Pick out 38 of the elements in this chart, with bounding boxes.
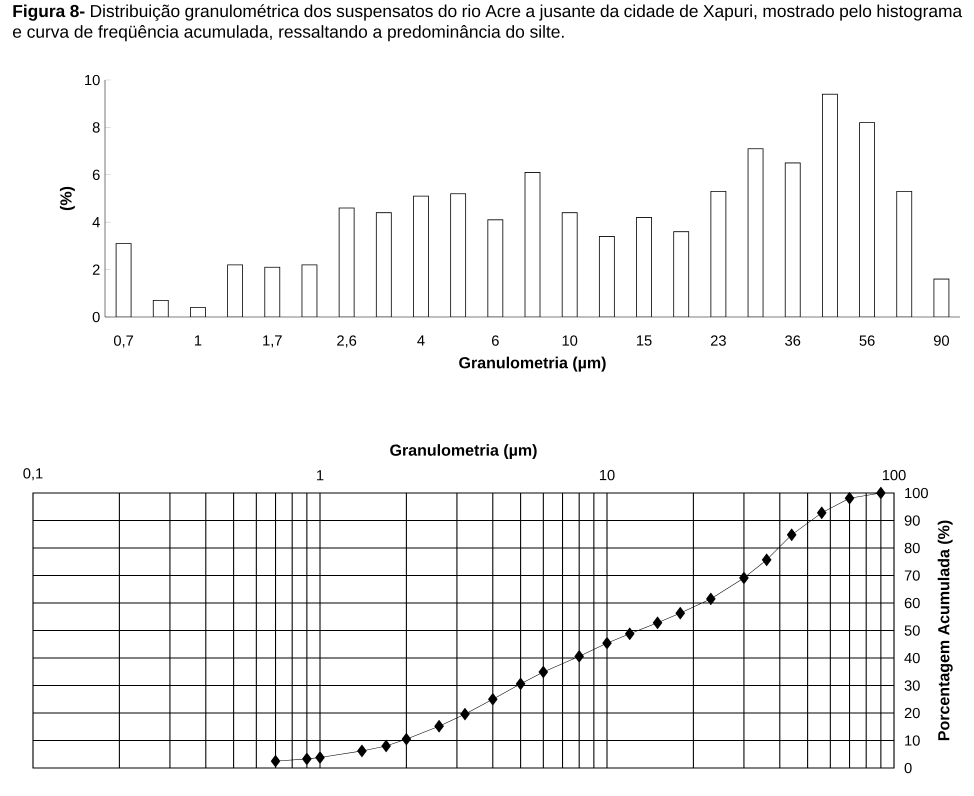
x-tick-label: 4 [417, 335, 425, 346]
y-tick-label: 60 [904, 598, 920, 608]
x-tick-label: 1 [194, 335, 202, 346]
y-tick-label: 20 [904, 708, 920, 718]
chart-title: Figura 8- Distribuição granulométrica dos suspensatos do rio Acre a jusante da cidade de Xapuri, mostrado pelo histograma e curva de freqüência acumulada, ressaltando a predominância do silte. [13, 4, 962, 42]
x-axis-title: Granulometria (µm) [459, 356, 606, 372]
x-tick-label: 0,7 [114, 335, 134, 348]
y-axis-title: (%) [60, 186, 75, 210]
y-tick-label: 10 [85, 74, 100, 86]
y-tick-label: 4 [92, 217, 100, 228]
y-tick-label: 2 [92, 264, 100, 275]
x-tick-label: 10 [600, 470, 615, 480]
x-tick-label: 6 [492, 335, 499, 346]
x-tick-label: 100 [882, 470, 906, 480]
y-axis-title: Porcentagem Acumulada (%) [938, 520, 953, 740]
y-tick-label: 70 [904, 570, 920, 581]
x-tick-label: 2,6 [337, 335, 356, 348]
x-tick-label: 1 [317, 470, 324, 480]
y-tick-label: 30 [904, 680, 920, 691]
y-tick-label: 50 [904, 625, 920, 636]
y-tick-label: 100 [905, 488, 928, 498]
x-tick-label: 1,7 [263, 335, 282, 348]
y-tick-label: 40 [904, 652, 920, 664]
x-tick-label: 56 [860, 335, 875, 346]
y-tick-label: 10 [905, 735, 920, 746]
x-tick-label: 23 [710, 335, 726, 346]
x-tick-label: 0,1 [23, 468, 42, 480]
x-tick-label: 90 [934, 335, 949, 346]
y-tick-label: 80 [904, 542, 920, 554]
x-tick-label: 10 [562, 335, 578, 346]
y-tick-label: 90 [904, 515, 920, 526]
y-tick-label: 0 [92, 312, 100, 322]
x-axis-title: Granulometria (µm) [390, 444, 537, 460]
y-tick-label: 8 [92, 122, 100, 133]
x-tick-label: 15 [636, 335, 652, 346]
y-tick-label: 6 [92, 170, 100, 180]
x-tick-label: 36 [785, 335, 800, 346]
y-tick-label: 0 [904, 762, 912, 774]
